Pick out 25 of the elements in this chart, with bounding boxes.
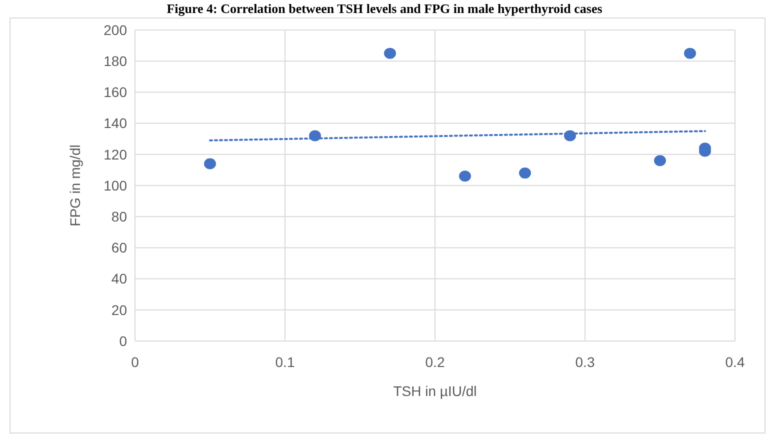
y-tick-label: 200 <box>104 22 128 38</box>
y-axis-title: FPG in mg/dl <box>67 144 83 226</box>
y-tick-label: 60 <box>111 240 128 256</box>
x-tick-label: 0.4 <box>725 354 745 370</box>
y-tick-label: 180 <box>104 53 128 69</box>
x-tick-label: 0.3 <box>575 354 595 370</box>
point <box>684 48 696 59</box>
y-tick-label: 140 <box>104 115 128 132</box>
y-tick-label: 80 <box>111 208 128 224</box>
y-tick-label: 0 <box>119 332 128 349</box>
point <box>519 168 531 179</box>
y-tick-label: 120 <box>104 146 128 162</box>
x-tick-label: 0 <box>131 354 140 370</box>
x-tick-label: 0.1 <box>275 354 295 370</box>
y-tick-label: 40 <box>111 270 128 287</box>
point <box>654 155 666 166</box>
y-tick-label: 100 <box>104 177 128 194</box>
x-tick-label: 0.2 <box>425 354 445 370</box>
chart-title: Figure 4: Correlation between TSH levels and FPG in male hyperthyroid cases <box>166 1 602 16</box>
point <box>459 170 471 182</box>
x-axis-title: TSH in µIU/dl <box>393 383 477 399</box>
point <box>384 48 396 59</box>
y-tick-label: 20 <box>111 302 128 318</box>
point <box>204 158 216 170</box>
y-tick-label: 160 <box>104 84 128 100</box>
